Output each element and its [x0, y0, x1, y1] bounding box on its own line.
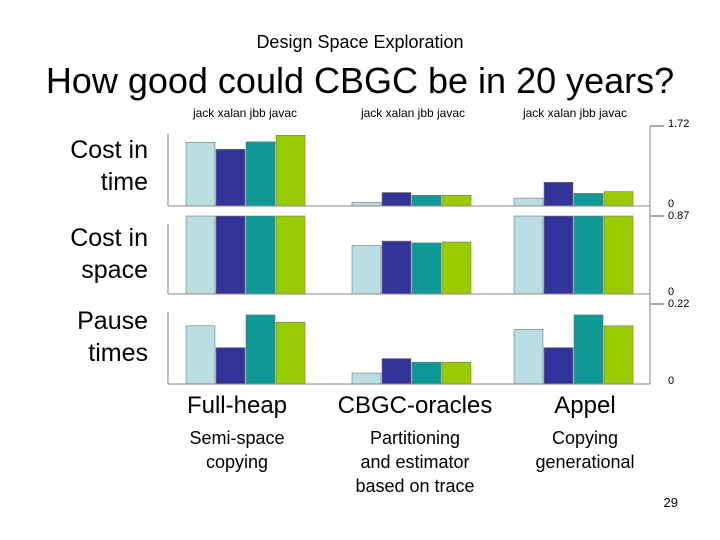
group-description-full-heap: Semi-space copying	[152, 426, 322, 474]
description-line: Partitioning	[369, 428, 461, 448]
row-label-line: times	[88, 339, 148, 367]
bar-xalan-cbgc-oracles	[381, 192, 412, 207]
bar-jack-full-heap	[185, 215, 216, 295]
row-label-space: Cost in space	[70, 222, 148, 286]
description-line: generational	[535, 452, 635, 472]
bar-javac-appel	[603, 325, 634, 385]
tick-label-pause-min: 0	[668, 375, 675, 387]
bar-javac-appel	[603, 191, 634, 207]
bar-jbb-cbgc-oracles	[411, 361, 442, 385]
chart-supertitle: Design Space Exploration	[256, 32, 464, 52]
row-label-line: Cost in	[70, 136, 148, 164]
bar-javac-full-heap	[275, 321, 306, 385]
chart-title: How good could CBGC be in 20 years?	[45, 60, 675, 101]
row-label-line: space	[81, 256, 148, 284]
bar-javac-cbgc-oracles	[441, 241, 472, 295]
bar-jbb-full-heap	[245, 215, 276, 295]
bar-xalan-appel	[543, 347, 574, 385]
bar-xalan-cbgc-oracles	[381, 358, 412, 385]
bar-javac-appel	[603, 215, 634, 295]
bar-jack-appel	[513, 329, 544, 385]
bar-javac-full-heap	[275, 135, 306, 207]
benchmark-header: jack xalan jbb javac	[360, 106, 466, 120]
bar-jbb-full-heap	[245, 141, 276, 207]
row-label-line: Pause	[77, 307, 148, 335]
bar-xalan-cbgc-oracles	[381, 240, 412, 295]
row-label-line: time	[100, 168, 148, 196]
bar-jack-appel	[513, 215, 544, 295]
bar-xalan-full-heap	[215, 347, 246, 385]
description-line: copying	[205, 452, 269, 472]
tick-label-time-max: 1.72	[668, 118, 690, 130]
bar-xalan-appel	[543, 215, 574, 295]
bar-xalan-full-heap	[215, 148, 246, 207]
description-line: Copying	[551, 428, 619, 448]
description-line: Semi-space	[189, 428, 285, 448]
bar-xalan-appel	[543, 181, 574, 207]
bar-jack-full-heap	[185, 141, 216, 207]
group-description-cbgc-oracles: Partitioning and estimator based on trac…	[330, 426, 500, 498]
group-label-full-heap: Full-heap	[186, 392, 288, 419]
bar-jbb-full-heap	[245, 314, 276, 385]
bar-jack-cbgc-oracles	[351, 245, 382, 295]
bar-jbb-cbgc-oracles	[411, 195, 442, 207]
row-label-pause: Pause times	[77, 305, 148, 369]
bar-jack-full-heap	[185, 325, 216, 385]
description-line: based on trace	[355, 476, 475, 496]
page-number: 29	[663, 495, 678, 510]
bar-javac-cbgc-oracles	[441, 195, 472, 207]
bar-jack-cbgc-oracles	[351, 372, 382, 385]
tick-label-pause-max: 0.22	[668, 298, 690, 310]
tick-label-space-max: 0.87	[668, 210, 690, 222]
description-line: and estimator	[360, 452, 470, 472]
group-description-appel: Copying generational	[500, 426, 670, 474]
bar-javac-cbgc-oracles	[441, 361, 472, 385]
bar-jbb-appel	[573, 314, 604, 385]
bar-javac-full-heap	[275, 215, 306, 295]
bar-xalan-full-heap	[215, 215, 246, 295]
bar-jack-appel	[513, 197, 544, 207]
tick-label-time-min: 0	[668, 198, 675, 210]
benchmark-header: jack xalan jbb javac	[522, 106, 628, 120]
group-label-appel: Appel	[554, 392, 616, 419]
bar-jbb-cbgc-oracles	[411, 242, 442, 295]
bar-jack-cbgc-oracles	[351, 201, 382, 207]
bar-jbb-appel	[573, 193, 604, 207]
group-label-cbgc-oracles: CBGC-oracles	[337, 392, 493, 419]
tick-label-space-min: 0	[668, 286, 675, 298]
benchmark-header: jack xalan jbb javac	[192, 106, 298, 120]
bar-jbb-appel	[573, 215, 604, 295]
row-label-line: Cost in	[70, 224, 148, 252]
row-label-time: Cost in time	[70, 134, 148, 198]
